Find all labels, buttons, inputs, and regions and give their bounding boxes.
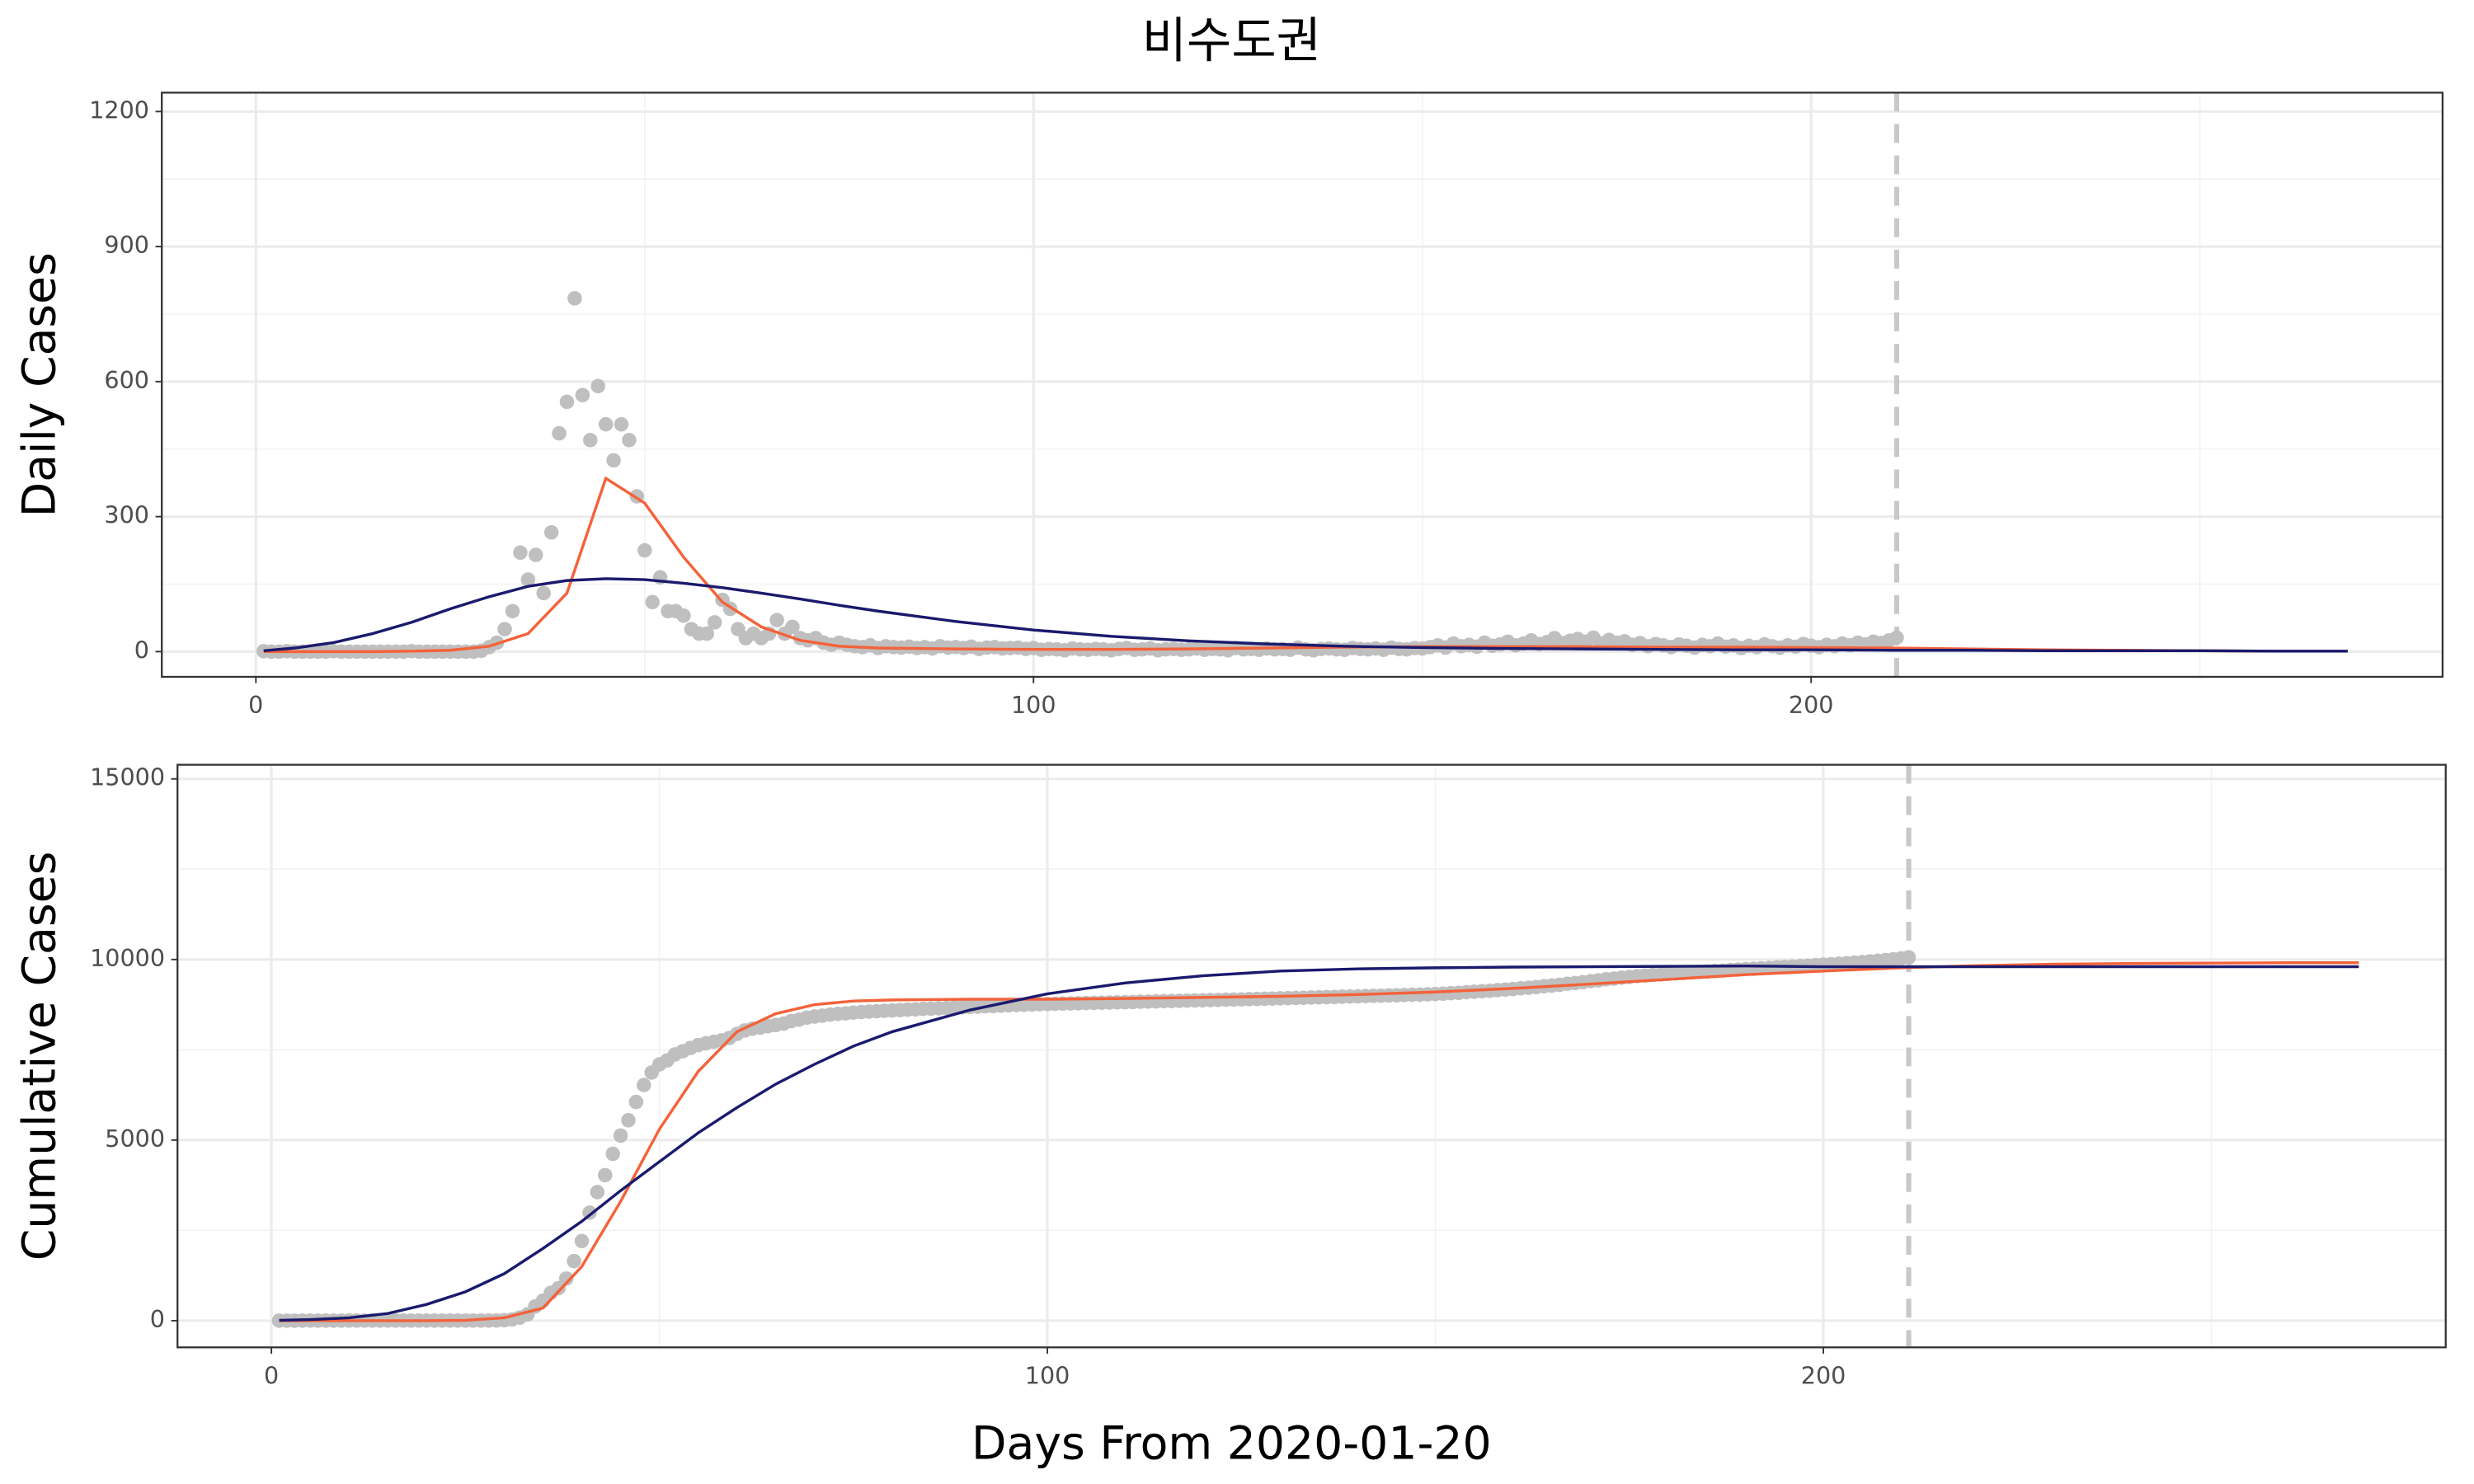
data-point (605, 1146, 620, 1162)
plot-area (162, 92, 2443, 677)
figure-title: 비수도권 (1142, 12, 1321, 68)
data-point (590, 1185, 605, 1200)
data-point (606, 453, 621, 468)
y-tick-label: 900 (104, 231, 149, 259)
data-point (1889, 630, 1904, 646)
y-tick-label: 5000 (105, 1125, 165, 1153)
y-tick-label: 15000 (90, 763, 165, 791)
data-point (528, 547, 543, 562)
data-point (567, 1253, 581, 1269)
data-point (614, 416, 629, 432)
data-point (645, 594, 660, 610)
x-tick-label: 0 (264, 1361, 279, 1389)
data-point (559, 394, 575, 410)
data-point (597, 1167, 613, 1183)
data-point (622, 433, 637, 448)
data-point (676, 608, 691, 623)
y-axis-title: Cumulative Cases (14, 852, 67, 1261)
y-tick-label: 1200 (89, 96, 149, 124)
data-point (785, 619, 800, 635)
data-point (590, 378, 605, 394)
fit-line (263, 577, 2348, 653)
data-point (621, 1112, 636, 1128)
data-point (558, 1271, 574, 1286)
x-tick-label: 0 (248, 691, 263, 719)
y-tick-label: 10000 (90, 944, 165, 972)
data-point (598, 416, 614, 432)
panel-border (176, 763, 2447, 1349)
data-point (536, 585, 551, 601)
plot-area (177, 764, 2446, 1348)
data-point (1901, 950, 1917, 965)
data-point (637, 542, 652, 558)
data-point (505, 603, 520, 619)
data-point (567, 291, 582, 306)
x-tick-label: 100 (1011, 691, 1056, 719)
x-tick-label: 100 (1025, 1361, 1070, 1389)
data-point (699, 626, 714, 641)
y-tick-label: 0 (134, 636, 149, 664)
data-point (628, 1094, 644, 1110)
data-point (769, 613, 784, 627)
data-point (575, 387, 590, 402)
fit-line (279, 964, 2359, 1322)
data-point (520, 572, 536, 587)
panel-border (161, 92, 2444, 679)
data-point (513, 545, 528, 561)
data-point (543, 524, 559, 540)
x-tick-label: 200 (1801, 1361, 1846, 1389)
data-point (583, 433, 598, 448)
data-point (574, 1233, 590, 1249)
data-point (497, 622, 512, 636)
y-tick-label: 600 (104, 366, 149, 394)
data-point (551, 1280, 567, 1296)
y-axis-title: Daily Cases (14, 252, 67, 517)
data-point (552, 425, 567, 441)
y-tick-label: 300 (104, 501, 149, 529)
fit-line (263, 476, 2348, 654)
data-point (613, 1128, 628, 1144)
data-point (707, 615, 722, 630)
data-point (637, 1078, 651, 1092)
x-axis-title: Days From 2020-01-20 (971, 1417, 1492, 1470)
y-tick-label: 0 (150, 1305, 165, 1333)
x-tick-label: 200 (1789, 691, 1834, 719)
